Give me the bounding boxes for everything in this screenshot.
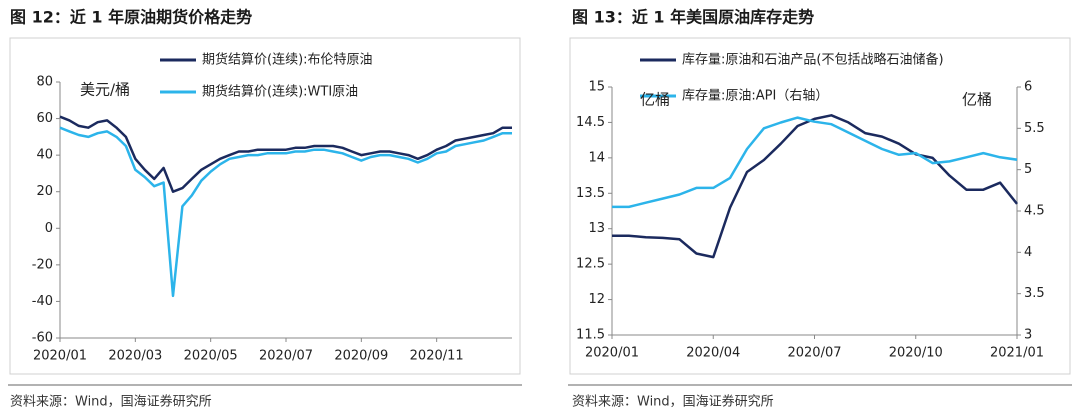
legend-label: 库存量:原油和石油产品(不包括战略石油储备) (682, 52, 944, 68)
x-tick-label: 2020/03 (108, 349, 162, 364)
chart-frame (569, 37, 1071, 375)
y-axis-label: 亿桶 (640, 91, 670, 109)
y-tick-label: 12.5 (576, 257, 605, 272)
y-tick-label: 15 (588, 80, 605, 95)
line-series (612, 116, 1018, 209)
y2-tick-label: 4.5 (1024, 204, 1045, 219)
y2-tick-label: 3 (1024, 328, 1032, 343)
x-tick-label: 2020/04 (686, 346, 740, 361)
y2-tick-label: 5 (1024, 162, 1032, 177)
y-tick-label: 13.5 (576, 186, 605, 201)
y-tick-label: 14 (588, 150, 605, 165)
line-series (612, 114, 1018, 259)
y2-axis-label: 亿桶 (962, 91, 992, 109)
chart-title: 图 13：近 1 年美国原油库存走势 (572, 8, 814, 27)
x-tick-label: 2020/09 (334, 349, 388, 364)
y-tick-label: 20 (36, 184, 53, 199)
y-tick-label: 40 (36, 148, 53, 163)
x-tick-label: 2021/01 (990, 346, 1044, 361)
legend-label: 期货结算价(连续):WTI原油 (202, 84, 358, 100)
y-tick-label: 13 (588, 221, 605, 236)
y-tick-label: -20 (32, 257, 53, 272)
y-tick-label: -40 (32, 294, 53, 309)
y-tick-label: 0 (45, 221, 53, 236)
legend-label: 库存量:原油:API（右轴） (682, 88, 828, 104)
x-tick-label: 2020/05 (184, 349, 238, 364)
y2-tick-label: 6 (1024, 80, 1032, 95)
source-note: 资料来源：Wind，国海证券研究所 (10, 394, 212, 410)
y2-tick-label: 5.5 (1024, 121, 1045, 136)
y-tick-label: 12 (588, 292, 605, 307)
x-tick-label: 2020/11 (410, 349, 464, 364)
y-tick-label: 14.5 (576, 115, 605, 130)
chart-title: 图 12：近 1 年原油期货价格走势 (10, 8, 252, 27)
line-series (59, 126, 512, 298)
x-tick-label: 2020/01 (33, 349, 87, 364)
source-note: 资料来源：Wind，国海证券研究所 (572, 394, 774, 410)
x-tick-label: 2020/10 (889, 346, 943, 361)
y-tick-label: -60 (32, 331, 53, 346)
chart-frame (9, 37, 521, 375)
legend-label: 期货结算价(连续):布伦特原油 (202, 52, 373, 68)
y2-tick-label: 4 (1024, 245, 1032, 260)
y-tick-label: 11.5 (576, 328, 605, 343)
x-tick-label: 2020/07 (259, 349, 313, 364)
y-tick-label: 60 (36, 111, 53, 126)
y-axis-label: 美元/桶 (80, 81, 130, 99)
line-series (59, 115, 512, 193)
y2-tick-label: 3.5 (1024, 286, 1045, 301)
y-tick-label: 80 (36, 75, 53, 90)
x-tick-label: 2020/01 (585, 346, 639, 361)
x-tick-label: 2020/07 (787, 346, 841, 361)
